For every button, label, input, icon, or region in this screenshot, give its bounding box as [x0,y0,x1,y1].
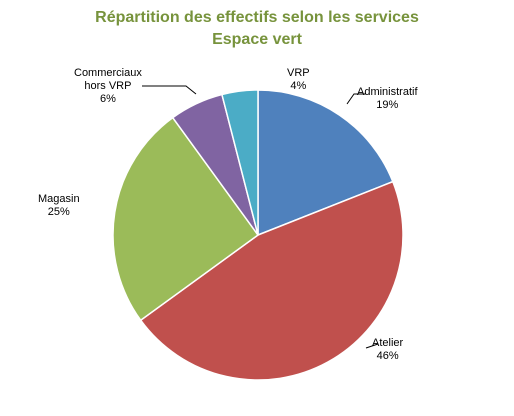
chart-title: Répartition des effectifs selon les serv… [95,9,419,26]
leader-lines [142,85,379,349]
data-label-value: 6% [99,93,116,105]
data-label-name-line2: hors VRP [84,80,132,92]
leader-commerciaux [142,85,197,95]
data-label-value: 19% [376,99,399,111]
data-label-administratif: Administratif 19% [357,86,418,112]
leader-administratif [346,93,366,105]
data-label-name: Atelier [372,337,404,349]
data-label-atelier: Atelier 46% [372,337,403,363]
pie-slice-vrp [221,89,259,236]
pie-slice-administratif [257,89,394,237]
data-label-value: 25% [47,206,70,218]
data-label-name: VRP [287,67,310,79]
chart-subtitle: Espace vert [212,31,302,48]
data-label-value: 4% [290,80,307,92]
pie-slices [112,89,404,381]
data-label-magasin: Magasin 25% [38,193,80,219]
data-label-commerciaux: Commerciaux hors VRP 6% [74,67,142,106]
leader-atelier [365,343,379,349]
pie-slice-atelier [139,180,404,381]
data-label-name-line1: Commerciaux [74,67,142,79]
data-label-name: Administratif [357,86,418,98]
data-label-value: 46% [376,350,399,362]
data-label-vrp: VRP 4% [287,67,310,93]
pie-slice-magasin [112,116,260,322]
data-label-name: Magasin [38,193,80,205]
